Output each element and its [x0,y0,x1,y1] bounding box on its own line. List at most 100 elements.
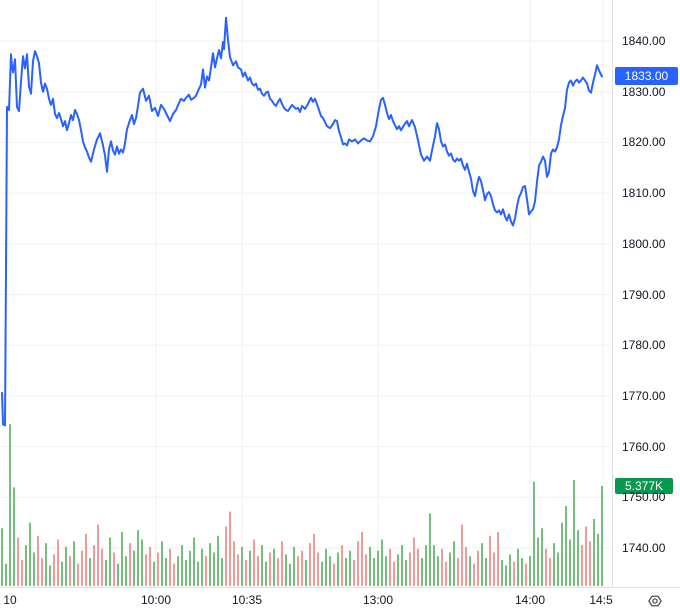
time-tick-label: 10:00 [140,593,172,607]
volume-bar [473,563,475,586]
volume-bar [201,548,203,586]
volume-bar [69,556,71,586]
price-line [1,16,603,427]
price-tick-label: 1790.00 [622,287,666,302]
volume-bar [537,537,539,586]
volume-bar [129,543,131,586]
volume-bar [149,546,151,586]
volume-bar [21,560,23,586]
volume-bar [113,552,115,586]
volume-bar [89,558,91,586]
chart-plot-area[interactable] [0,0,612,587]
time-tick-label: 14:5 [589,593,613,607]
volume-bar [41,558,43,586]
settings-icon[interactable] [644,590,666,612]
volume-bar [109,537,111,586]
volume-bar [229,511,231,586]
volume-bar [65,546,67,586]
volume-bar [281,541,283,586]
volume-bar [269,552,271,586]
volume-bar [501,560,503,586]
price-tick-label: 1800.00 [622,236,666,251]
price-tick-label: 1760.00 [622,439,666,454]
volume-bar [589,541,591,586]
price-axis[interactable]: 1833.00 5.377K 1840.00 1830.00 1820.00 1810… [612,0,680,587]
volume-bar [385,556,387,586]
volume-bar [85,533,87,586]
volume-bar [421,558,423,586]
volume-bar [377,550,379,586]
volume-bar [453,541,455,586]
volume-bar [5,563,7,586]
volume-bar [405,560,407,586]
volume-bar [313,533,315,586]
volume-bar [581,545,583,586]
volume-bar [205,556,207,586]
volume-bar [49,565,51,586]
price-tick-label: 1820.00 [622,135,666,150]
time-tick-label: 10 [3,593,17,607]
volume-bar [557,552,559,586]
volume-bar [517,548,519,586]
volume-bar [125,556,127,586]
volume-bar [329,556,331,586]
volume-bar [321,561,323,586]
volume-bar [437,556,439,586]
volume-bar [289,563,291,586]
volume-bar [225,526,227,586]
volume-bar [409,552,411,586]
volume-bar [493,552,495,586]
volume-bar [61,561,63,586]
volume-bar [181,545,183,586]
volume-bar [489,535,491,586]
volume-bar [353,560,355,586]
volume-bar [509,554,511,586]
volume-bar [305,560,307,586]
time-tick-label: 14:00 [514,593,546,607]
volume-bar [17,537,19,586]
volume-bar [121,532,123,586]
volume-bar [521,558,523,586]
volume-bar [169,548,171,586]
price-tick-label: 1750.00 [622,490,666,505]
volume-bar [545,548,547,586]
volume-bar [577,530,579,586]
volume-bar [273,548,275,586]
volume-bar [389,548,391,586]
volume-bar [213,552,215,586]
volume-bar [529,556,531,586]
volume-bar [525,563,527,586]
volume-bar [485,558,487,586]
volume-bar [93,545,95,586]
volume-bar [209,543,211,586]
volume-bar [349,550,351,586]
volume-bar [373,558,375,586]
volume-bar [241,546,243,586]
volume-bar [401,545,403,586]
volume-bar [193,537,195,586]
price-tick-label: 1770.00 [622,388,666,403]
volume-bar [53,554,55,586]
price-tick-label: 1810.00 [622,186,666,201]
volume-bar [257,556,259,586]
volume-bar [477,550,479,586]
volume-bar [157,552,159,586]
time-axis[interactable]: 10 10:00 10:35 13:00 14:00 14:5 [0,587,680,613]
volume-bar [393,561,395,586]
price-tick-label: 1780.00 [622,338,666,353]
volume-bar [265,561,267,586]
volume-bar [237,554,239,586]
volume-bar [457,558,459,586]
volume-bar [101,548,103,586]
volume-bar [45,543,47,586]
volume-bar [161,541,163,586]
volume-bar [317,552,319,586]
price-tick-label: 1830.00 [622,84,666,99]
volume-bar [601,486,603,586]
volume-bar [461,524,463,586]
volume-bar [541,528,543,586]
volume-bar [189,550,191,586]
volume-bar [137,530,139,586]
volume-bar [445,561,447,586]
